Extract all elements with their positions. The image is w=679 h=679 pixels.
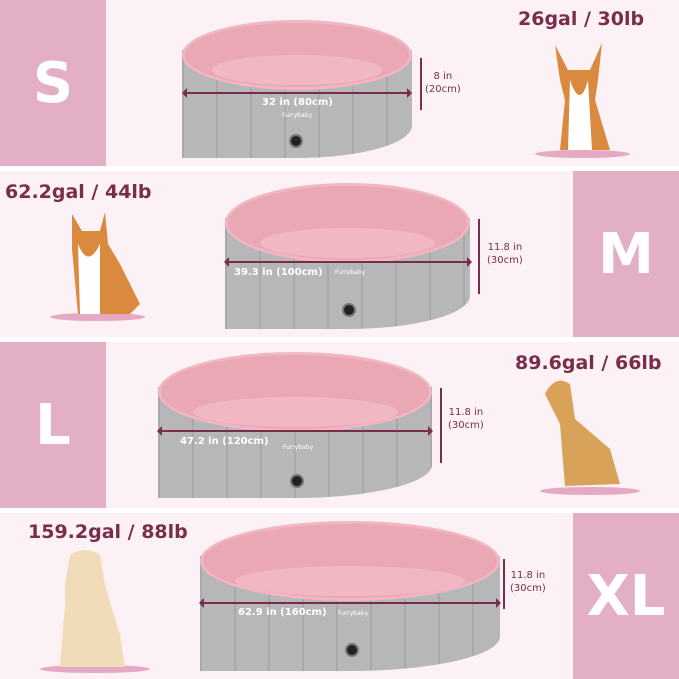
golden-retriever-image	[545, 380, 620, 486]
height-label: 8 in (20cm)	[425, 71, 461, 95]
size-row-m: M 39.3 in (100cm) Furrybaby 11.8 in (30cm…	[0, 171, 679, 337]
brand-logo: Furrybaby	[338, 610, 369, 617]
drain-valve-icon	[345, 643, 359, 657]
capacity-label: 89.6gal / 66lb	[515, 352, 662, 374]
capacity-label: 26gal / 30lb	[518, 8, 645, 30]
size-label-l: L	[0, 342, 106, 508]
drain-valve-icon	[290, 474, 304, 488]
diameter-label: 47.2 in (120cm)	[180, 436, 269, 447]
diameter-label: 39.3 in (100cm)	[234, 267, 323, 278]
drain-valve-icon	[289, 134, 303, 148]
size-row-xl: XL 62.9 in (160cm) Furrybaby 11.8 in (30c…	[0, 513, 679, 679]
labrador-dog-image	[60, 550, 125, 667]
shiba-dog-image	[72, 212, 140, 314]
drain-valve-icon	[342, 303, 356, 317]
diameter-label: 62.9 in (160cm)	[238, 607, 327, 618]
pool-xl	[200, 521, 500, 671]
capacity-label: 62.2gal / 44lb	[5, 181, 152, 203]
brand-logo: Furrybaby	[282, 112, 313, 119]
size-label-xl: XL	[573, 513, 679, 679]
pool-s	[182, 20, 412, 158]
diameter-label: 32 in (80cm)	[262, 97, 333, 108]
height-label: 11.8 in (30cm)	[448, 407, 484, 431]
size-row-s: S 32 in (80cm) Furrybaby 8 in (20cm) 26ga…	[0, 0, 679, 166]
height-label: 11.8 in (30cm)	[510, 570, 546, 594]
height-arrow	[440, 388, 442, 463]
diameter-arrow	[157, 426, 433, 436]
diameter-arrow	[182, 88, 412, 98]
diameter-arrow	[199, 598, 501, 608]
capacity-label: 159.2gal / 88lb	[28, 521, 188, 543]
size-label-m: M	[573, 171, 679, 337]
diameter-arrow	[224, 257, 472, 267]
size-row-l: L 47.2 in (120cm) Furrybaby 11.8 in (30cm…	[0, 342, 679, 508]
brand-logo: Furrybaby	[283, 444, 314, 451]
brand-logo: Furrybaby	[335, 269, 366, 276]
corgi-dog-image	[555, 43, 610, 150]
pool-l	[158, 352, 432, 498]
height-arrow	[420, 58, 422, 110]
pool-m	[225, 183, 470, 329]
height-label: 11.8 in (30cm)	[487, 242, 523, 266]
height-arrow	[503, 559, 505, 609]
size-label-s: S	[0, 0, 106, 166]
height-arrow	[478, 219, 480, 294]
